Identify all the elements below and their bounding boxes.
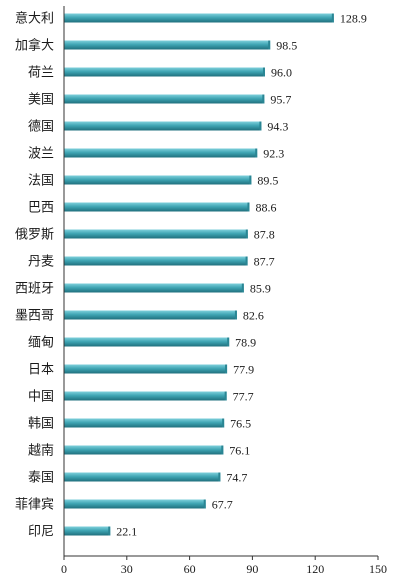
category-label: 越南 xyxy=(28,443,54,459)
value-label: 67.7 xyxy=(212,498,233,512)
bar-end-cap xyxy=(247,202,250,212)
bar-end-cap xyxy=(262,67,265,77)
bar xyxy=(64,175,252,185)
category-label: 法国 xyxy=(28,174,54,189)
category-label: 俄罗斯 xyxy=(15,228,54,243)
bar xyxy=(64,202,250,212)
value-label: 74.7 xyxy=(226,471,247,485)
category-label: 美国 xyxy=(28,93,54,108)
value-label: 82.6 xyxy=(243,309,264,323)
category-label: 韩国 xyxy=(28,417,54,432)
bar xyxy=(64,229,248,239)
category-label: 菲律宾 xyxy=(15,497,54,513)
category-label: 日本 xyxy=(28,363,54,378)
x-tick-label: 90 xyxy=(246,562,258,576)
bar xyxy=(64,148,258,158)
bar-end-cap xyxy=(245,256,248,266)
bar-end-cap xyxy=(331,13,334,23)
bar-end-cap xyxy=(262,94,265,104)
bar-end-cap xyxy=(249,175,252,185)
value-label: 85.9 xyxy=(250,282,271,296)
bar-end-cap xyxy=(241,283,244,293)
x-tick-label: 30 xyxy=(121,562,133,576)
category-label: 德国 xyxy=(28,120,54,135)
bar xyxy=(64,121,262,131)
category-label: 意大利 xyxy=(15,11,54,27)
value-label: 76.1 xyxy=(229,444,250,458)
value-label: 76.5 xyxy=(230,417,251,431)
bar xyxy=(64,337,230,347)
bar-end-cap xyxy=(245,229,248,239)
value-label: 128.9 xyxy=(340,12,367,26)
value-label: 89.5 xyxy=(257,174,278,188)
x-tick-label: 60 xyxy=(184,562,196,576)
bar-end-cap xyxy=(255,148,258,158)
bar-end-cap xyxy=(108,526,111,536)
value-label: 77.7 xyxy=(233,390,254,404)
value-label: 88.6 xyxy=(255,201,276,215)
x-tick-label: 0 xyxy=(61,562,67,576)
value-label: 95.7 xyxy=(270,93,291,107)
bar-end-cap xyxy=(221,445,224,455)
category-label: 缅甸 xyxy=(28,336,54,351)
x-axis: 0 30 60 90 120 150 xyxy=(61,6,387,576)
value-label: 22.1 xyxy=(116,525,137,539)
category-label: 荷兰 xyxy=(28,66,54,81)
bar-end-cap xyxy=(222,418,225,428)
value-label: 87.8 xyxy=(254,228,275,242)
bar-end-cap xyxy=(227,337,230,347)
category-label: 西班牙 xyxy=(15,282,54,297)
value-label: 94.3 xyxy=(267,120,288,134)
bars-group: 意大利 128.9 加拿大 98.5 荷兰 96.0 美国 95.7 德国 94.3 波兰 92.3 法… xyxy=(15,11,367,540)
bar xyxy=(64,472,221,482)
category-label: 巴西 xyxy=(28,201,54,216)
x-tick-label: 150 xyxy=(369,562,387,576)
bar-end-cap xyxy=(218,472,221,482)
value-label: 92.3 xyxy=(263,147,284,161)
bar-end-cap xyxy=(225,364,228,374)
category-label: 加拿大 xyxy=(15,38,54,54)
bar xyxy=(64,40,271,50)
category-label: 波兰 xyxy=(28,147,54,162)
category-label: 中国 xyxy=(28,390,54,405)
bar-end-cap xyxy=(203,499,206,509)
bar xyxy=(64,526,111,536)
bar-end-cap xyxy=(268,40,271,50)
category-label: 泰国 xyxy=(28,471,54,486)
value-label: 96.0 xyxy=(271,66,292,80)
value-label: 78.9 xyxy=(235,336,256,350)
bar-end-cap xyxy=(224,391,227,401)
bar xyxy=(64,391,227,401)
bar xyxy=(64,499,206,509)
bar xyxy=(64,364,228,374)
bar xyxy=(64,256,248,266)
bar xyxy=(64,94,265,104)
category-label: 丹麦 xyxy=(28,255,54,270)
bar xyxy=(64,13,334,23)
value-label: 98.5 xyxy=(276,39,297,53)
bar-end-cap xyxy=(259,121,262,131)
bar xyxy=(64,418,225,428)
category-label: 墨西哥 xyxy=(15,309,54,324)
category-label: 印尼 xyxy=(28,525,54,540)
bar-end-cap xyxy=(234,310,237,320)
value-label: 87.7 xyxy=(254,255,275,269)
bar xyxy=(64,310,237,320)
bar xyxy=(64,283,244,293)
bar xyxy=(64,445,224,455)
x-tick-label: 120 xyxy=(306,562,324,576)
bar xyxy=(64,67,265,77)
value-label: 77.9 xyxy=(233,363,254,377)
